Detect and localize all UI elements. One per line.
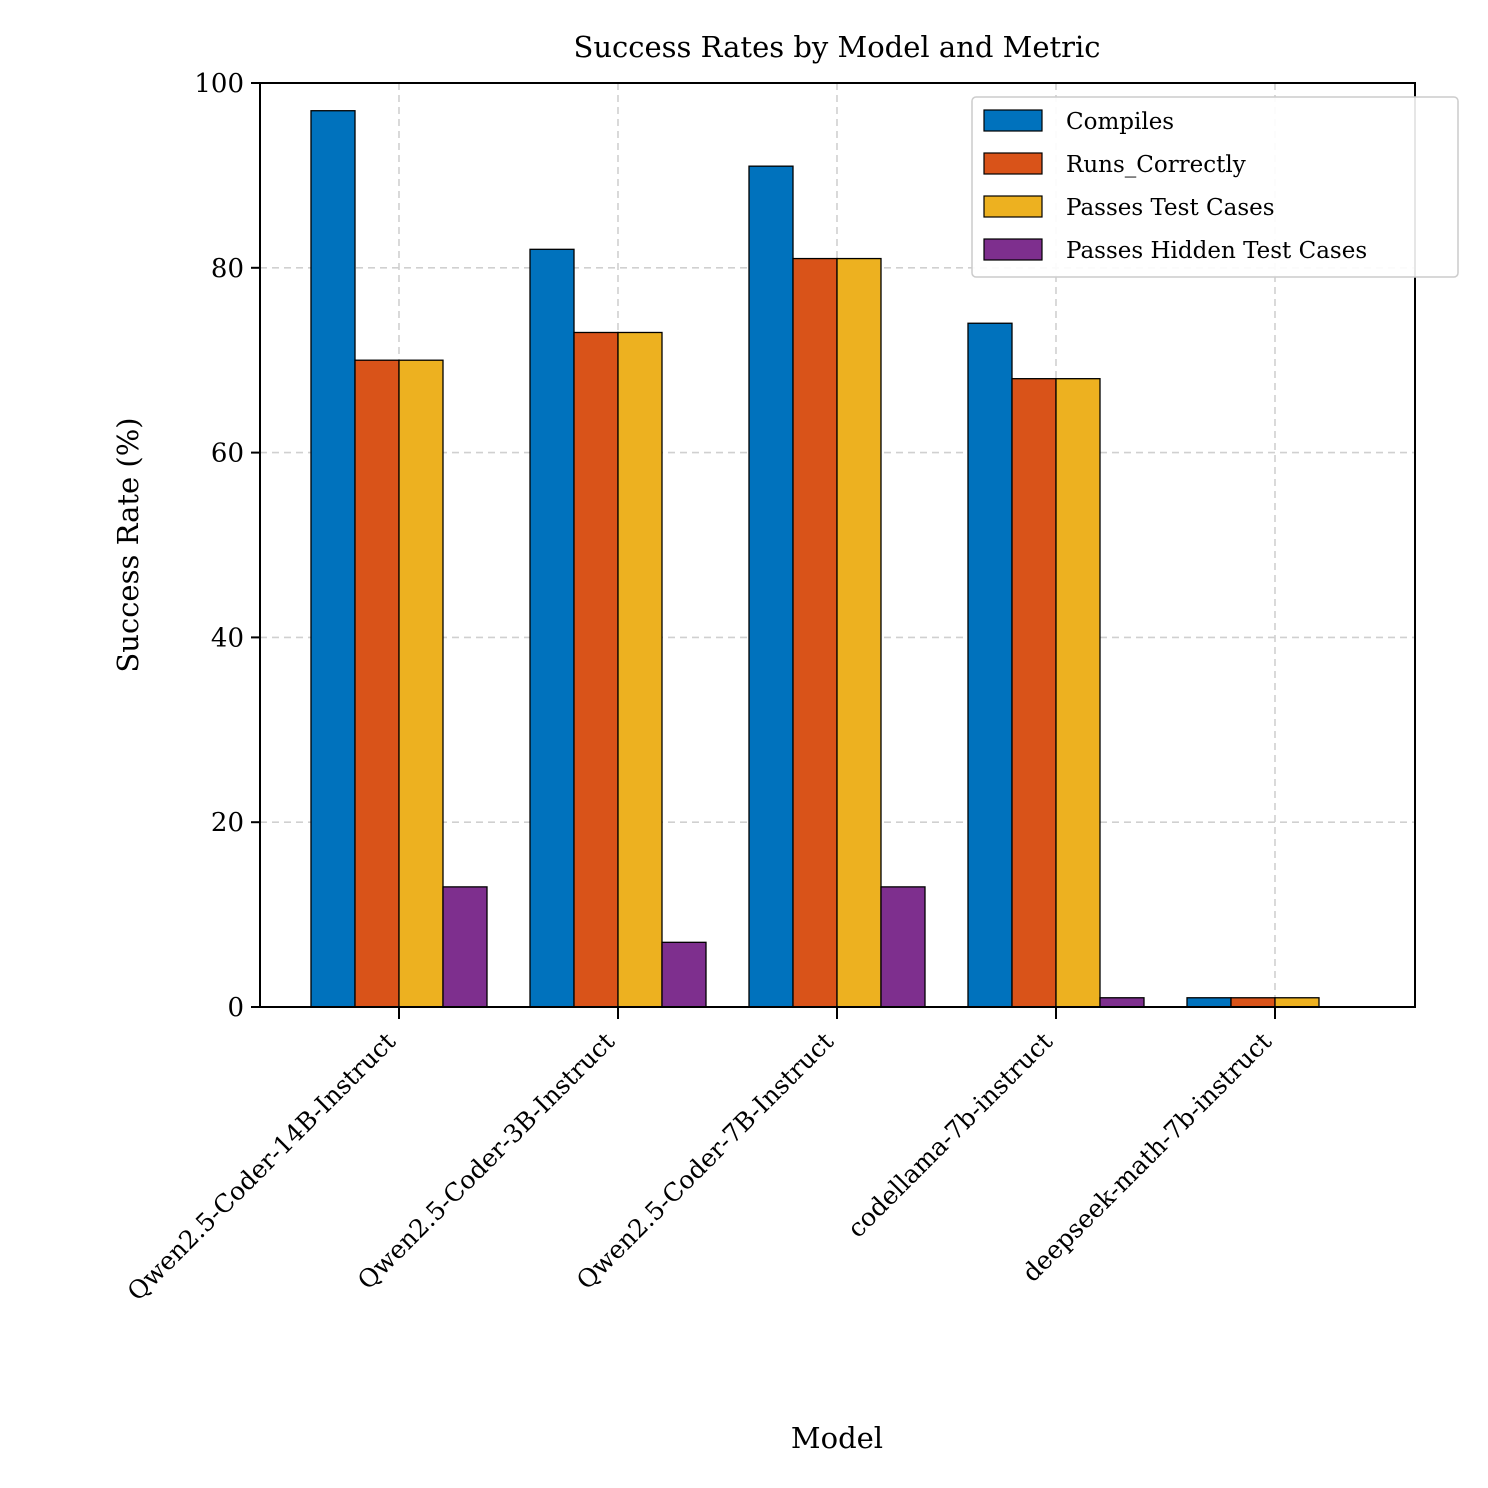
legend-box	[971, 96, 1459, 278]
bar-passes-hidden-test-cases	[661, 941, 707, 1008]
bar-compiles	[529, 248, 575, 1008]
bar-runs-correctly	[792, 257, 838, 1008]
bar-passes-hidden-test-cases	[880, 886, 926, 1008]
x-tick-label: Qwen2.5-Coder-7B-Instruct	[571, 1027, 839, 1295]
bar-compiles	[748, 165, 794, 1008]
y-tick-label: 20	[211, 808, 244, 838]
x-tick-label: deepseek-math-7b-instruct	[1016, 1027, 1277, 1288]
y-axis-label: Success Rate (%)	[111, 417, 145, 672]
bar-runs-correctly	[573, 331, 619, 1008]
y-tick-label: 80	[211, 254, 244, 284]
bars	[310, 110, 1320, 1008]
legend-swatch	[983, 152, 1043, 175]
x-axis-ticks: Qwen2.5-Coder-14B-InstructQwen2.5-Coder-…	[122, 1007, 1277, 1307]
legend-label: Runs_Correctly	[1066, 152, 1246, 178]
bar-passes-test-cases	[617, 331, 663, 1008]
x-tick-label: Qwen2.5-Coder-14B-Instruct	[122, 1027, 402, 1307]
legend-label: Passes Hidden Test Cases	[1066, 238, 1367, 264]
y-tick-label: 100	[194, 69, 244, 99]
x-axis-label: Model	[791, 1421, 883, 1455]
bar-passes-test-cases	[1055, 378, 1101, 1008]
legend-swatch	[983, 238, 1043, 261]
x-tick-label: Qwen2.5-Coder-3B-Instruct	[352, 1027, 620, 1295]
legend-swatch	[983, 195, 1043, 218]
bar-passes-test-cases	[836, 257, 882, 1008]
bar-runs-correctly	[354, 359, 400, 1008]
bar-runs-correctly	[1230, 997, 1276, 1008]
bar-passes-hidden-test-cases	[1099, 997, 1145, 1008]
bar-runs-correctly	[1011, 378, 1057, 1008]
bar-passes-hidden-test-cases	[442, 886, 488, 1008]
bar-passes-test-cases	[398, 359, 444, 1008]
chart-title: Success Rates by Model and Metric	[573, 30, 1100, 64]
y-tick-label: 40	[211, 623, 244, 653]
legend: Compiles Runs_Correctly Passes Test Cases P…	[971, 96, 1459, 278]
legend-swatch	[983, 109, 1043, 132]
y-axis-ticks: 0 20 40 60 80 100	[194, 69, 260, 1023]
x-tick-label: codellama-7b-instruct	[842, 1027, 1059, 1244]
legend-label: Passes Test Cases	[1066, 195, 1275, 221]
y-tick-label: 0	[227, 993, 244, 1023]
bar-compiles	[310, 110, 356, 1008]
legend-label: Compiles	[1066, 109, 1174, 135]
bar-compiles	[1186, 997, 1232, 1008]
bar-passes-test-cases	[1274, 997, 1320, 1008]
bar-compiles	[967, 322, 1013, 1008]
y-tick-label: 60	[211, 439, 244, 469]
